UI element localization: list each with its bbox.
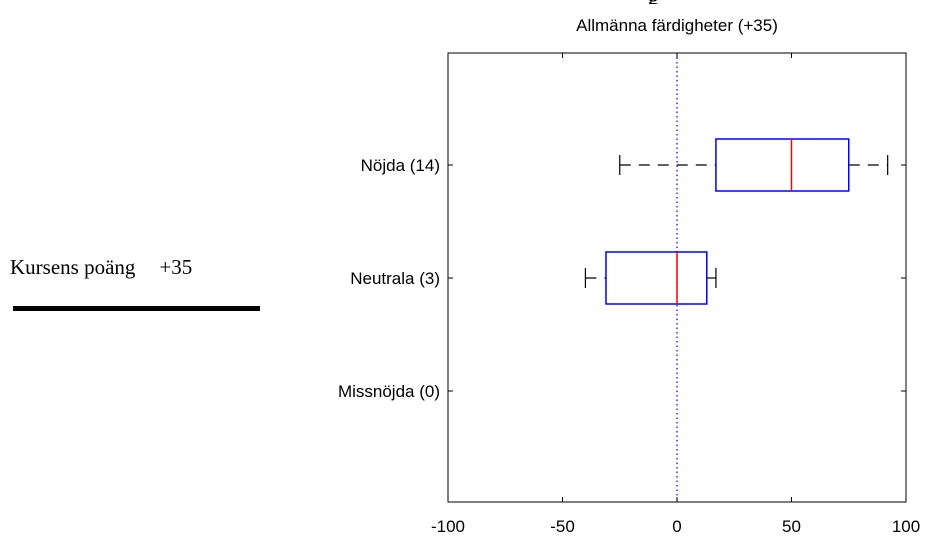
chart-subtitle: Allmänna färdigheter (+35) (576, 16, 778, 35)
box-1 (605, 251, 708, 305)
score-underline (13, 306, 260, 311)
box-0 (715, 138, 850, 192)
chart-heading-fragment: g (648, 0, 659, 4)
course-score-label: Kursens poäng +35 (10, 255, 192, 280)
category-label-2: Missnöjda (0) (338, 382, 440, 401)
x-tick-label-0: -100 (431, 517, 465, 536)
x-tick-label-3: 50 (782, 517, 801, 536)
x-tick-label-1: -50 (550, 517, 575, 536)
category-label-1: Neutrala (3) (350, 269, 440, 288)
x-tick-label-2: 0 (672, 517, 681, 536)
x-tick-label-4: 100 (892, 517, 920, 536)
course-score-value: +35 (159, 255, 193, 279)
category-label-0: Nöjda (14) (361, 156, 440, 175)
course-score-text: Kursens poäng (10, 255, 136, 279)
